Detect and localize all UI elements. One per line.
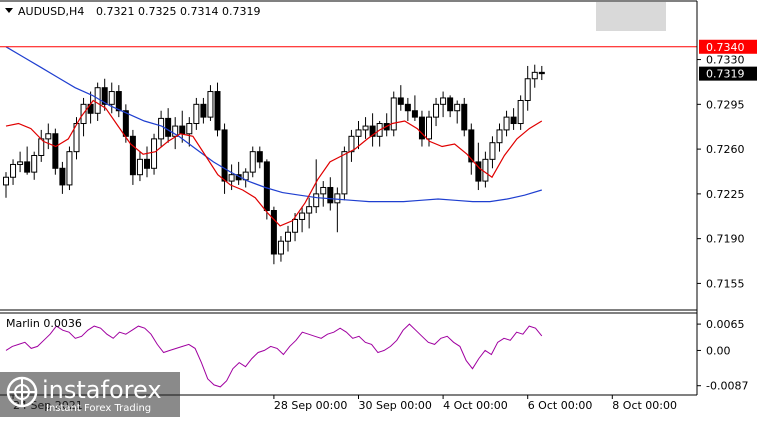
- symbol-timeframe: AUDUSD,H4: [18, 5, 84, 18]
- current-price-label: 0.7319: [706, 68, 745, 81]
- candle: [489, 136, 496, 169]
- candle: [285, 225, 291, 252]
- price-tick-label: 0.7260: [706, 143, 745, 156]
- time-tick-label: 28 Sep 00:00: [274, 399, 347, 412]
- candle: [461, 97, 468, 137]
- candle: [270, 206, 277, 265]
- candle: [207, 85, 214, 121]
- instaforex-logo: instaforex Instant Forex Trading: [0, 372, 180, 417]
- candle: [503, 110, 510, 137]
- candle: [101, 78, 108, 111]
- candle: [468, 123, 475, 175]
- candle: [3, 172, 9, 198]
- candle: [158, 110, 165, 147]
- price-tick-label: 0.7295: [706, 98, 745, 111]
- candle: [531, 64, 538, 88]
- moving-averages: [5, 46, 543, 227]
- candle: [45, 123, 52, 150]
- candle: [320, 181, 327, 207]
- candle: [313, 159, 320, 214]
- level-price-tag: [699, 39, 757, 54]
- candle: [524, 65, 531, 111]
- price-tick-label: 0.7190: [706, 233, 745, 246]
- candle: [52, 128, 59, 175]
- candle: [390, 91, 397, 137]
- candle: [418, 110, 425, 147]
- candle: [447, 95, 454, 118]
- candle: [510, 108, 517, 130]
- candle: [10, 159, 17, 185]
- candle: [136, 151, 143, 182]
- current-price-tag: [699, 66, 757, 81]
- candle: [404, 97, 411, 121]
- candle: [355, 120, 362, 150]
- candle: [144, 146, 150, 178]
- candle: [369, 113, 376, 147]
- candle: [186, 117, 193, 147]
- candle: [263, 159, 270, 220]
- fast-moving-average: [5, 99, 543, 227]
- candle: [362, 117, 369, 139]
- time-tick-label: 6 Oct 00:00: [528, 399, 593, 412]
- price-axis: 0.7330 0.7295 0.7260 0.7225 0.7190 0.7155: [697, 54, 745, 290]
- oscillator-tick-label: 0.0065: [706, 318, 745, 331]
- candle: [129, 129, 136, 185]
- candle: [334, 187, 341, 233]
- candlesticks: [3, 64, 545, 265]
- logo-mark-icon: [6, 376, 38, 408]
- candle: [31, 151, 38, 180]
- candle: [193, 97, 200, 130]
- oscillator-axis: 0.0065 0.00 -0.0087: [697, 318, 748, 393]
- slow-moving-average: [5, 46, 542, 203]
- candle: [200, 97, 207, 124]
- candle: [59, 161, 66, 194]
- logo-tagline: Instant Forex Trading: [46, 403, 151, 414]
- oscillator-header: Marlin 0.0036: [6, 317, 82, 330]
- marlin-line: [5, 323, 543, 388]
- highlight-zone: [596, 2, 666, 31]
- candle: [433, 97, 440, 127]
- candle: [249, 146, 256, 178]
- time-tick-label: 30 Sep 00:00: [359, 399, 432, 412]
- price-tick-label: 0.7155: [706, 277, 745, 290]
- candle: [256, 146, 263, 169]
- candle: [411, 95, 418, 121]
- price-tick-label: 0.7330: [706, 54, 745, 67]
- symbol-dropdown-icon[interactable]: [5, 8, 13, 13]
- candle: [277, 236, 284, 262]
- oscillator-tick-label: 0.00: [706, 344, 731, 357]
- candle: [348, 129, 355, 162]
- candle: [66, 146, 73, 191]
- candle: [397, 85, 404, 111]
- candle: [306, 197, 313, 229]
- ohlc-values: 0.7321 0.7325 0.7314 0.7319: [96, 5, 260, 18]
- candle: [115, 85, 122, 118]
- candle: [327, 177, 334, 211]
- candle: [299, 206, 306, 233]
- candle: [341, 146, 348, 201]
- candle: [165, 108, 172, 143]
- candle: [496, 123, 503, 152]
- price-tick-label: 0.7225: [706, 188, 745, 201]
- logo-wordmark: instaforex: [42, 376, 162, 404]
- level-price-label: 0.7340: [706, 41, 745, 54]
- time-tick-label: 4 Oct 00:00: [443, 399, 508, 412]
- time-tick-label: 8 Oct 00:00: [612, 399, 677, 412]
- candle: [24, 146, 31, 175]
- candle: [221, 123, 228, 194]
- candle: [440, 91, 447, 118]
- oscillator-tick-label: -0.0087: [706, 380, 748, 393]
- marlin-oscillator: [5, 323, 543, 388]
- candle: [517, 95, 524, 130]
- candle: [151, 133, 158, 175]
- candle: [108, 82, 115, 114]
- candle: [454, 100, 461, 124]
- candle: [538, 65, 545, 81]
- candle: [17, 151, 24, 173]
- candle: [214, 82, 221, 137]
